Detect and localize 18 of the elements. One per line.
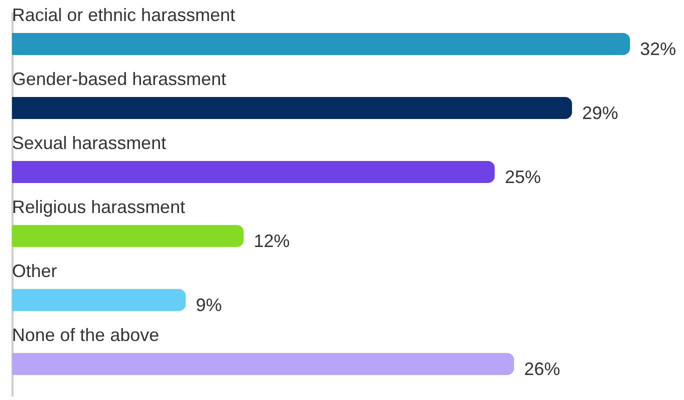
bar (12, 225, 244, 247)
bar (12, 161, 495, 183)
y-tick-label: Sexual harassment (12, 133, 166, 153)
bar (12, 97, 572, 119)
data-label: 12% (254, 231, 290, 251)
y-tick-label: Religious harassment (12, 197, 186, 217)
bar (12, 353, 514, 375)
data-label: 32% (640, 39, 676, 59)
data-label: 25% (504, 167, 541, 187)
y-tick-label: Racial or ethnic harassment (12, 5, 236, 25)
bar (12, 289, 186, 311)
y-tick-label: Other (12, 261, 58, 281)
data-label: 26% (524, 359, 560, 379)
bar (12, 33, 630, 55)
y-tick-label: None of the above (12, 325, 160, 345)
y-tick-label: Gender-based harassment (12, 69, 226, 89)
data-label: 29% (582, 103, 618, 123)
data-label: 9% (196, 295, 222, 315)
